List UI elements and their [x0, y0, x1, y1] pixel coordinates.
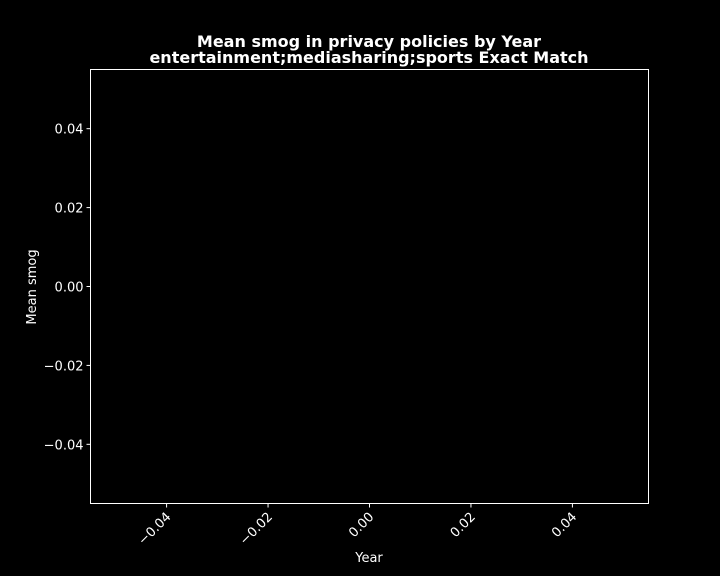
y-tick-label: 0.00 — [55, 281, 84, 296]
x-axis-label: Year — [354, 551, 383, 566]
y-tick-label: −0.04 — [44, 438, 84, 453]
y-axis-label: Mean smog — [25, 249, 40, 324]
y-axis: 0.04 0.02 0.00 −0.02 −0.04 — [44, 123, 91, 453]
chart-title-line-1: Mean smog in privacy policies by Year — [197, 32, 541, 51]
chart-title-line-2: entertainment;mediasharing;sports Exact … — [149, 48, 588, 67]
y-tick-label: 0.02 — [55, 202, 84, 217]
y-tick-label: −0.02 — [44, 359, 84, 374]
y-tick-label: 0.04 — [55, 123, 84, 138]
